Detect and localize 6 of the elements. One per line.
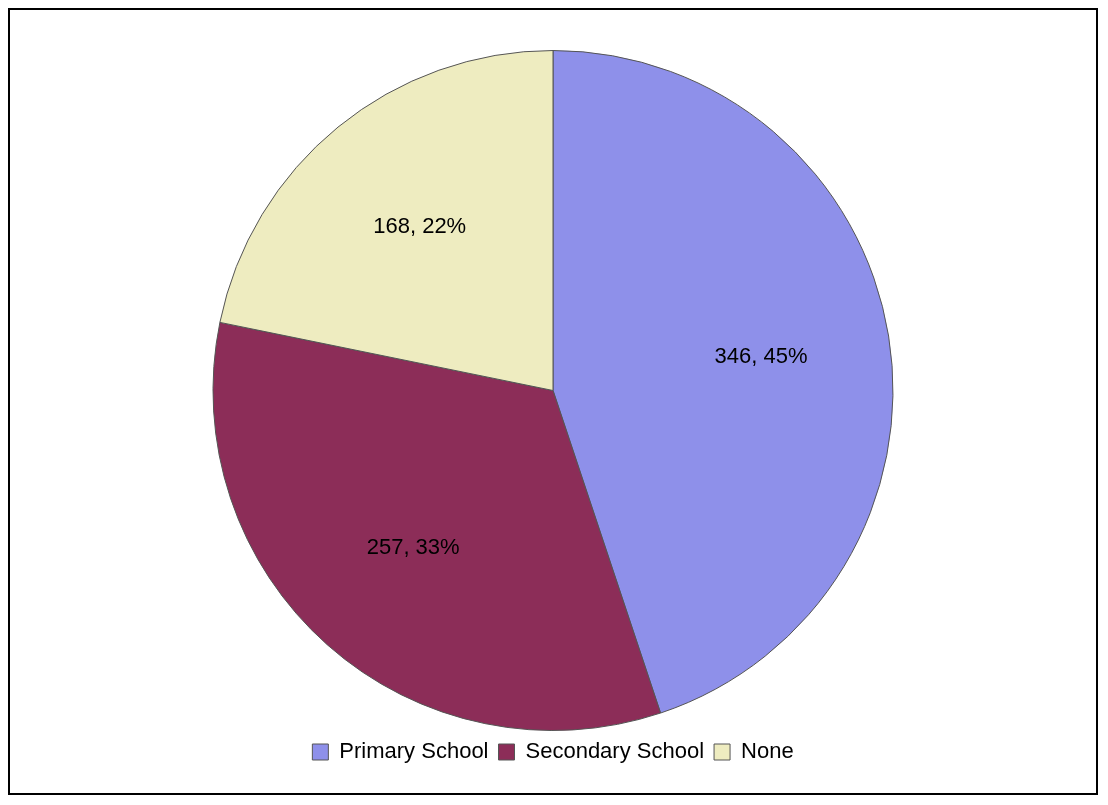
legend-label: Primary School bbox=[339, 738, 489, 764]
data-label: 257, 33% bbox=[366, 534, 460, 560]
data-label: 346, 45% bbox=[714, 342, 808, 368]
legend-label: None bbox=[741, 738, 794, 764]
legend-label: Secondary School bbox=[525, 738, 705, 764]
data-label: 168, 22% bbox=[373, 213, 467, 239]
